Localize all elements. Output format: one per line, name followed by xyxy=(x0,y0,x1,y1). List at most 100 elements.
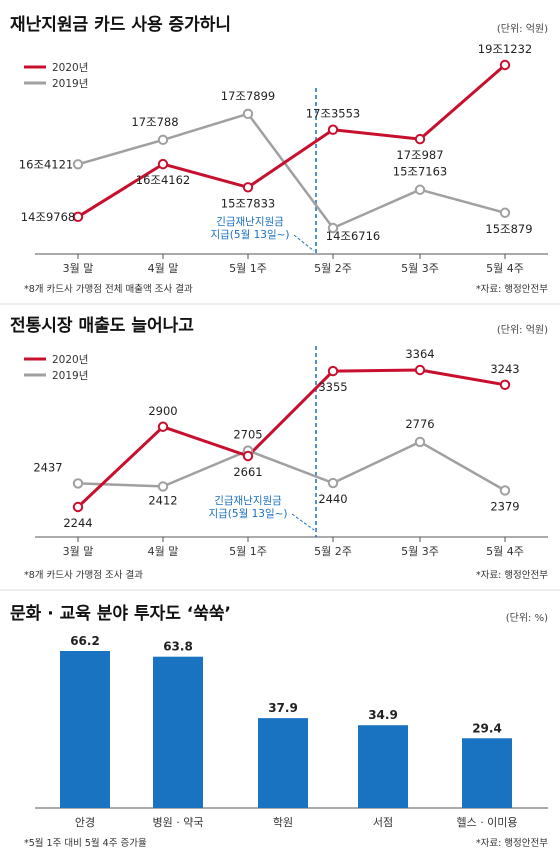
chart1-data-point xyxy=(327,222,339,234)
chart2-title: 전통시장 매출도 늘어나고 xyxy=(10,316,194,336)
chart2-legend-label: 2019년 xyxy=(52,370,88,382)
chart3-bar xyxy=(358,725,408,808)
chart1-source: *자료: 행정안전부 xyxy=(476,283,548,295)
chart2-data-label: 2661 xyxy=(233,465,262,479)
chart3-x-tick-label: 안경 xyxy=(75,816,95,829)
chart1-data-point xyxy=(72,211,84,223)
chart1-data-label: 17조3553 xyxy=(306,107,360,121)
chart1-data-label: 17조7899 xyxy=(221,89,275,103)
chart2-annotation-line1: 긴급재난지원금 xyxy=(214,495,282,507)
chart2-legend-label: 2020년 xyxy=(52,354,88,366)
chart3-unit: (단위: %) xyxy=(506,611,548,624)
chart2-data-point xyxy=(414,436,426,448)
chart3-x-tick-label: 헬스 · 이미용 xyxy=(456,816,517,829)
chart2-series-line-2019 xyxy=(77,440,506,492)
chart2-data-point xyxy=(327,477,339,489)
chart1-data-label: 15조879 xyxy=(485,222,532,236)
chart2-plot: 2020년 2019년 3월 말 4월 말 5월 1주 5월 2주 5월 3주 5월 4주 긴급… xyxy=(24,346,548,558)
chart1-data-label: 17조788 xyxy=(131,115,178,129)
chart3: 문화 · 교육 분야 투자도 ‘쑥쑥’ (단위: %) *5월 1주 대비 5월… xyxy=(10,604,548,849)
chart1-data-point xyxy=(157,158,169,170)
chart2-data-point xyxy=(72,501,84,513)
chart1-series-line-2020 xyxy=(77,63,506,219)
chart2: 전통시장 매출도 늘어나고 (단위: 억원) *8개 카드사 가맹점 조사 결과… xyxy=(10,316,548,581)
chart2-source: *자료: 행정안전부 xyxy=(476,569,548,581)
chart2-data-label: 2379 xyxy=(490,499,519,513)
chart1-data-point xyxy=(499,59,511,71)
chart3-bar-value: 66.2 xyxy=(70,634,100,648)
chart2-unit: (단위: 억원) xyxy=(497,323,548,336)
chart2-data-point xyxy=(499,379,511,391)
chart1-data-label: 17조987 xyxy=(396,148,443,162)
chart1-data-point xyxy=(327,124,339,135)
chart1-data-label: 15조7833 xyxy=(221,196,275,210)
chart2-data-label: 2412 xyxy=(148,493,177,507)
chart1-data-label: 16조4121 xyxy=(19,157,73,171)
chart1-annotation-line2: 지급(5월 13일~) xyxy=(210,228,289,241)
chart1-title: 재난지원금 카드 사용 증가하니 xyxy=(10,15,231,35)
chart1-data-point xyxy=(157,134,169,146)
chart2-note: *8개 카드사 가맹점 조사 결과 xyxy=(24,569,143,581)
chart1-x-tick-label: 5월 3주 xyxy=(401,262,439,275)
chart1-legend-label: 2020년 xyxy=(52,62,88,74)
chart1-data-label: 15조7163 xyxy=(393,165,447,179)
chart3-bar-value: 63.8 xyxy=(163,640,193,654)
chart3-title: 문화 · 교육 분야 투자도 ‘쑥쑥’ xyxy=(10,604,231,624)
chart3-note: *5월 1주 대비 5월 4주 증가율 xyxy=(24,837,147,849)
chart3-x-tick-label: 학원 xyxy=(273,816,293,829)
chart1-x-tick-label: 5월 4주 xyxy=(486,262,524,275)
chart1-data-point xyxy=(242,182,254,193)
chart2-data-label: 2437 xyxy=(33,460,62,474)
chart3-bar-value: 34.9 xyxy=(368,708,398,722)
chart3-bar xyxy=(153,656,203,808)
chart1-data-point xyxy=(414,133,426,145)
chart1-data-label: 14조6716 xyxy=(326,229,380,243)
chart1-x-tick-label: 5월 1주 xyxy=(229,262,267,275)
chart3-x-tick-label: 병원 · 약국 xyxy=(153,815,204,829)
chart2-series-line-2020 xyxy=(76,368,506,509)
chart2-annotation-pointer xyxy=(291,513,315,531)
chart2-data-point xyxy=(242,450,254,462)
chart3-bar-value: 37.9 xyxy=(268,701,298,715)
chart2-data-label: 2705 xyxy=(233,428,262,442)
chart2-data-point xyxy=(72,478,84,489)
chart2-x-tick-label: 5월 4주 xyxy=(486,545,524,558)
chart2-x-tick-label: 5월 1주 xyxy=(229,545,267,558)
chart1-note: *8개 카드사 가맹점 전체 매출액 조사 결과 xyxy=(24,283,193,295)
chart3-bar-value: 29.4 xyxy=(472,721,502,735)
chart1-x-tick-label: 4월 말 xyxy=(148,262,179,275)
chart1-plot: 2020년 2019년 3월 말 4월 말 5월 1주 5월 2주 5월 3주 5월 4주 긴급… xyxy=(19,42,548,275)
chart2-annotation-line2: 지급(5월 13일~) xyxy=(208,507,287,520)
chart1: 재난지원금 카드 사용 증가하니 (단위: 억원) *8개 카드사 가맹점 전체… xyxy=(10,15,548,295)
chart2-data-point xyxy=(157,481,169,492)
chart2-data-label: 2900 xyxy=(148,404,177,418)
chart1-data-label: 16조4162 xyxy=(136,173,190,187)
chart2-data-label: 3364 xyxy=(405,347,434,361)
chart1-annotation-line1: 긴급재난지원금 xyxy=(216,216,284,228)
chart1-series-line-2019 xyxy=(77,112,506,230)
chart2-x-tick-label: 5월 3주 xyxy=(401,545,439,558)
chart2-data-label: 2244 xyxy=(63,516,92,530)
chart3-x-tick-label: 서점 xyxy=(373,816,393,829)
chart2-data-point xyxy=(327,365,339,377)
chart1-data-label: 19조1232 xyxy=(478,42,532,56)
chart2-data-label: 3243 xyxy=(490,362,519,376)
chart3-source: *자료: 행정안전부 xyxy=(476,837,548,849)
chart2-data-point xyxy=(414,364,426,376)
chart1-data-label: 14조9768 xyxy=(21,210,75,224)
chart2-data-label: 3355 xyxy=(318,380,347,394)
chart3-bar xyxy=(462,738,512,808)
chart2-data-point xyxy=(157,421,169,432)
chart1-legend-label: 2019년 xyxy=(52,78,88,90)
chart1-data-point xyxy=(242,108,254,120)
chart2-x-tick-label: 3월 말 xyxy=(63,545,94,558)
chart2-x-tick-label: 5월 2주 xyxy=(314,545,352,558)
chart2-data-point xyxy=(499,485,511,496)
chart2-data-label: 2440 xyxy=(318,492,347,506)
chart1-data-point xyxy=(72,159,84,170)
chart1-data-point xyxy=(414,184,426,195)
chart1-annotation-pointer xyxy=(293,234,315,252)
chart2-data-label: 2776 xyxy=(405,417,434,431)
chart1-x-tick-label: 5월 2주 xyxy=(314,262,352,275)
